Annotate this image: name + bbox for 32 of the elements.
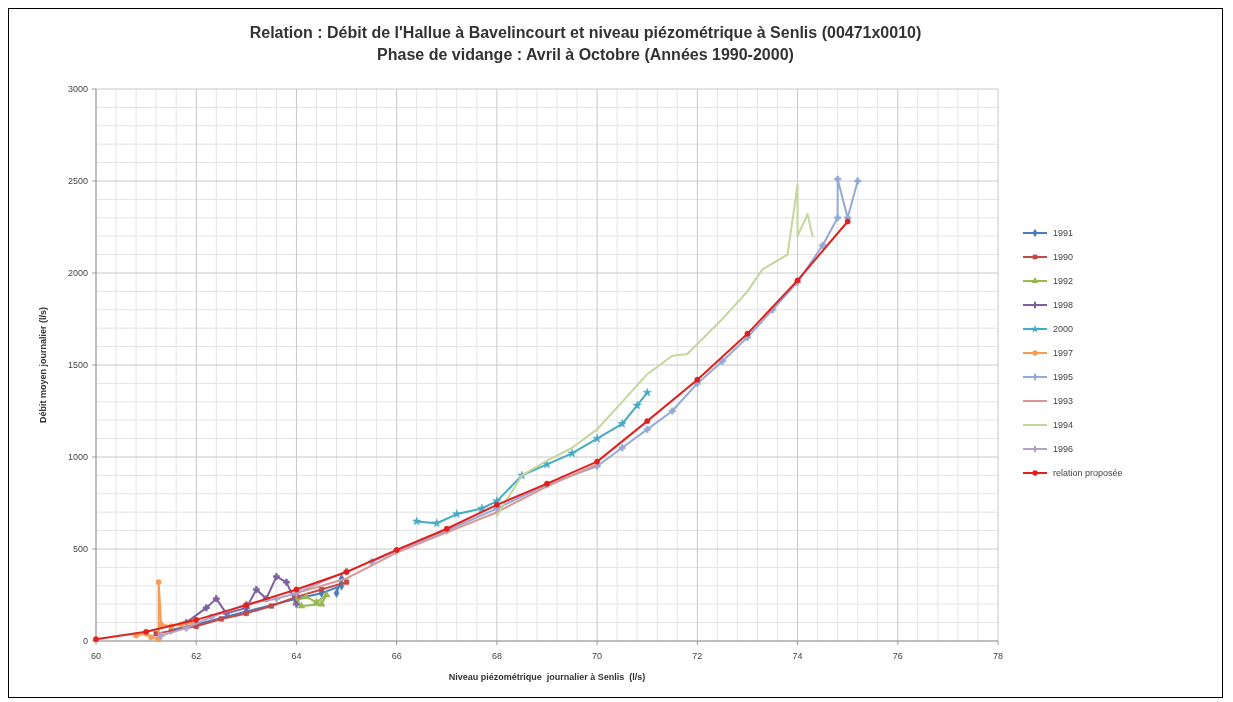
y-tick-label: 0 xyxy=(82,636,88,646)
x-tick-label: 68 xyxy=(491,651,502,661)
chart-title: Relation : Débit de l'Hallue à Bavelincourt et niveau piézométrique à Senlis (00471x0010) xyxy=(249,24,922,41)
x-axis-title: Niveau piézométrique journalier à Senlis (l/s) xyxy=(448,672,646,682)
x-tick-label: 74 xyxy=(792,651,803,661)
legend-label: 1992 xyxy=(1053,276,1074,286)
y-tick-label: 3000 xyxy=(67,84,88,94)
legend-label: 1994 xyxy=(1053,420,1074,430)
legend-label: 1998 xyxy=(1053,300,1074,310)
y-axis-title: Débit moyen journalier (l/s) xyxy=(38,306,48,424)
y-tick-label: 1000 xyxy=(67,452,88,462)
legend-label: 1996 xyxy=(1053,444,1074,454)
legend-label: 1990 xyxy=(1053,252,1074,262)
x-tick-label: 66 xyxy=(391,651,402,661)
y-tick-label: 1500 xyxy=(67,360,88,370)
legend-label: relation proposée xyxy=(1053,468,1123,478)
x-tick-label: 60 xyxy=(90,651,102,661)
y-tick-label: 2500 xyxy=(67,176,88,186)
legend-label: 1995 xyxy=(1053,372,1074,382)
chart-subtitle: Phase de vidange : Avril à Octobre (Années 1990-2000) xyxy=(377,46,794,63)
x-tick-label: 62 xyxy=(191,651,202,661)
legend-label: 1993 xyxy=(1053,396,1074,406)
x-tick-label: 64 xyxy=(291,651,302,661)
x-tick-label: 72 xyxy=(692,651,703,661)
y-tick-label: 500 xyxy=(72,544,88,554)
legend-label: 2000 xyxy=(1053,324,1074,334)
x-tick-label: 70 xyxy=(592,651,603,661)
x-tick-label: 78 xyxy=(992,651,1004,661)
y-tick-label: 2000 xyxy=(67,268,88,278)
legend-label: 1991 xyxy=(1053,228,1074,238)
x-tick-label: 76 xyxy=(892,651,903,661)
legend-label: 1997 xyxy=(1053,348,1074,358)
